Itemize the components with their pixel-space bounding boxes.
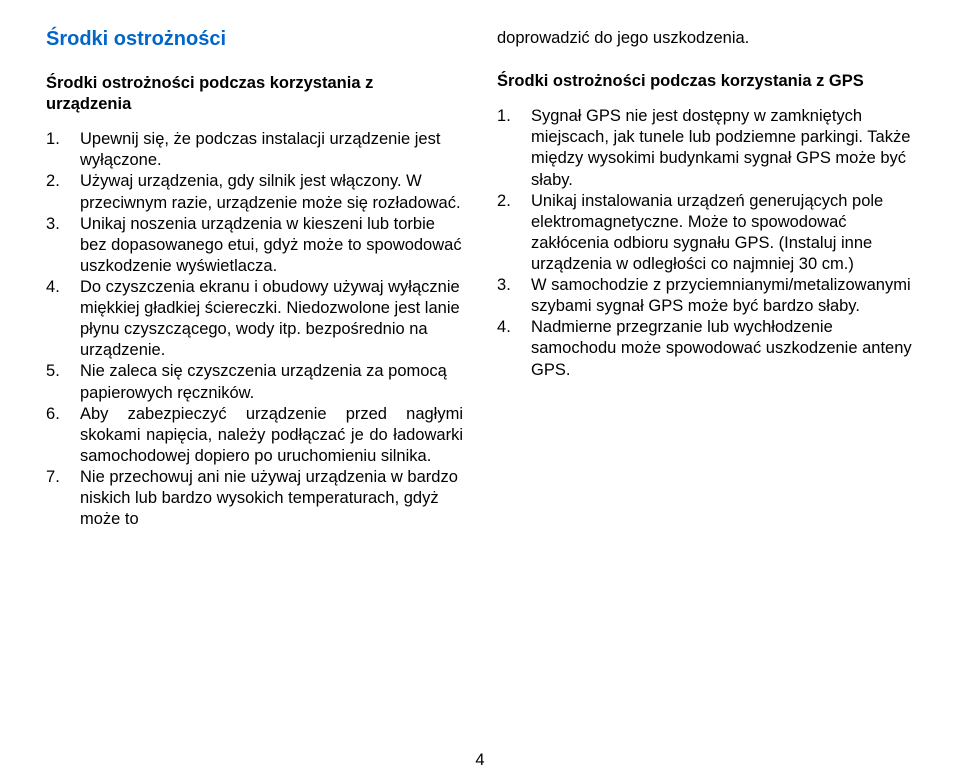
right-section-heading: Środki ostrożności podczas korzystania z… (497, 71, 914, 92)
left-column: Środki ostrożności Środki ostrożności po… (46, 28, 463, 530)
right-column: doprowadzić do jego uszkodzenia. Środki … (497, 28, 914, 530)
list-item: Aby zabezpieczyć urządzenie przed nagłym… (46, 404, 463, 467)
right-list: Sygnał GPS nie jest dostępny w zamknięty… (497, 106, 914, 380)
list-item: Nie zaleca się czyszczenia urządzenia za… (46, 361, 463, 403)
list-item: Używaj urządzenia, gdy silnik jest włącz… (46, 171, 463, 213)
list-item: Unikaj noszenia urządzenia w kieszeni lu… (46, 214, 463, 277)
two-column-layout: Środki ostrożności Środki ostrożności po… (46, 28, 914, 530)
page-number: 4 (475, 751, 484, 770)
continuation-text: doprowadzić do jego uszkodzenia. (497, 28, 914, 49)
list-item: Upewnij się, że podczas instalacji urząd… (46, 129, 463, 171)
list-item: Nadmierne przegrzanie lub wychłodzenie s… (497, 317, 914, 380)
left-list: Upewnij się, że podczas instalacji urząd… (46, 129, 463, 530)
list-item: Unikaj instalowania urządzeń generującyc… (497, 191, 914, 275)
list-item: W samochodzie z przyciemnianymi/metalizo… (497, 275, 914, 317)
list-item: Nie przechowuj ani nie używaj urządzenia… (46, 467, 463, 530)
main-title: Środki ostrożności (46, 28, 463, 51)
left-section-heading: Środki ostrożności podczas korzystania z… (46, 73, 463, 115)
list-item: Do czyszczenia ekranu i obudowy używaj w… (46, 277, 463, 361)
list-item: Sygnał GPS nie jest dostępny w zamknięty… (497, 106, 914, 190)
